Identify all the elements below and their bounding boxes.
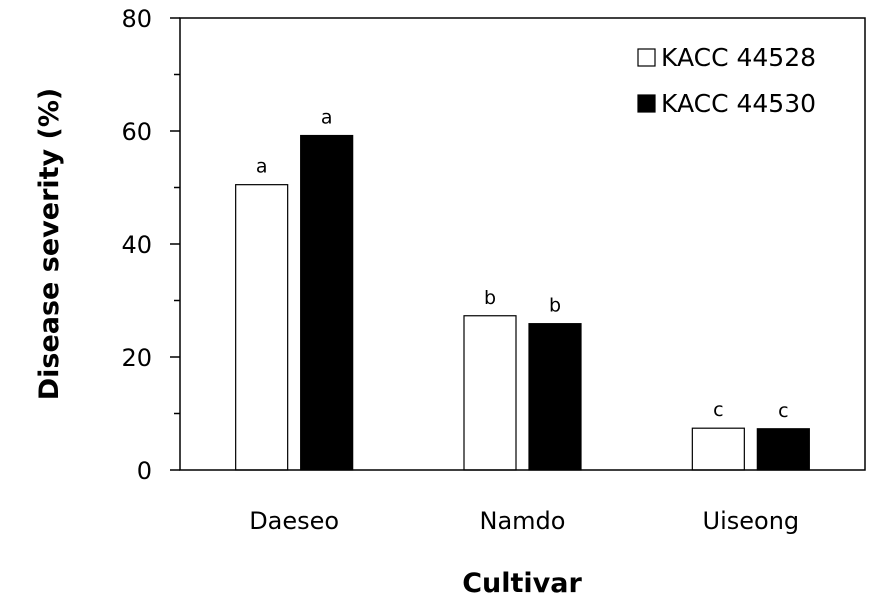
y-tick-label: 40 [121,231,152,259]
bar [463,315,517,471]
bar-significance-label: b [549,295,561,317]
y-tick-label: 60 [121,118,152,146]
bar [235,184,289,471]
y-tick-label: 80 [121,5,152,33]
y-axis-ticks: 0 20 40 60 80 [121,5,180,485]
y-tick-label: 0 [137,457,152,485]
y-axis-title: Disease severity (%) [34,88,65,401]
bar [756,428,810,471]
legend-swatch-kacc-44528 [637,48,656,67]
bar-significance-label: b [484,287,496,309]
bar [691,427,745,471]
x-axis-title: Cultivar [462,568,582,599]
bar-significance-label: c [778,400,788,422]
plot-area-frame [179,17,866,471]
bar-significance-label: a [321,107,333,129]
legend-label-kacc-44530: KACC 44530 [661,89,816,118]
bar [528,323,582,471]
legend-label-kacc-44528: KACC 44528 [661,43,816,72]
y-tick-label: 20 [121,344,152,372]
bar-significance-label: a [256,156,268,178]
bar-significance-label: c [713,399,723,421]
bar [300,134,354,471]
bars [235,134,810,471]
legend-swatch-kacc-44530 [637,94,656,113]
legend: KACC 44528 KACC 44530 [637,43,816,118]
x-tick-label: Daeseo [249,507,339,535]
significance-letters: a a b b c c [256,107,789,422]
x-tick-label: Namdo [480,507,566,535]
x-tick-label: Uiseong [703,507,800,535]
x-axis-ticks: Daeseo Namdo Uiseong [249,507,799,535]
